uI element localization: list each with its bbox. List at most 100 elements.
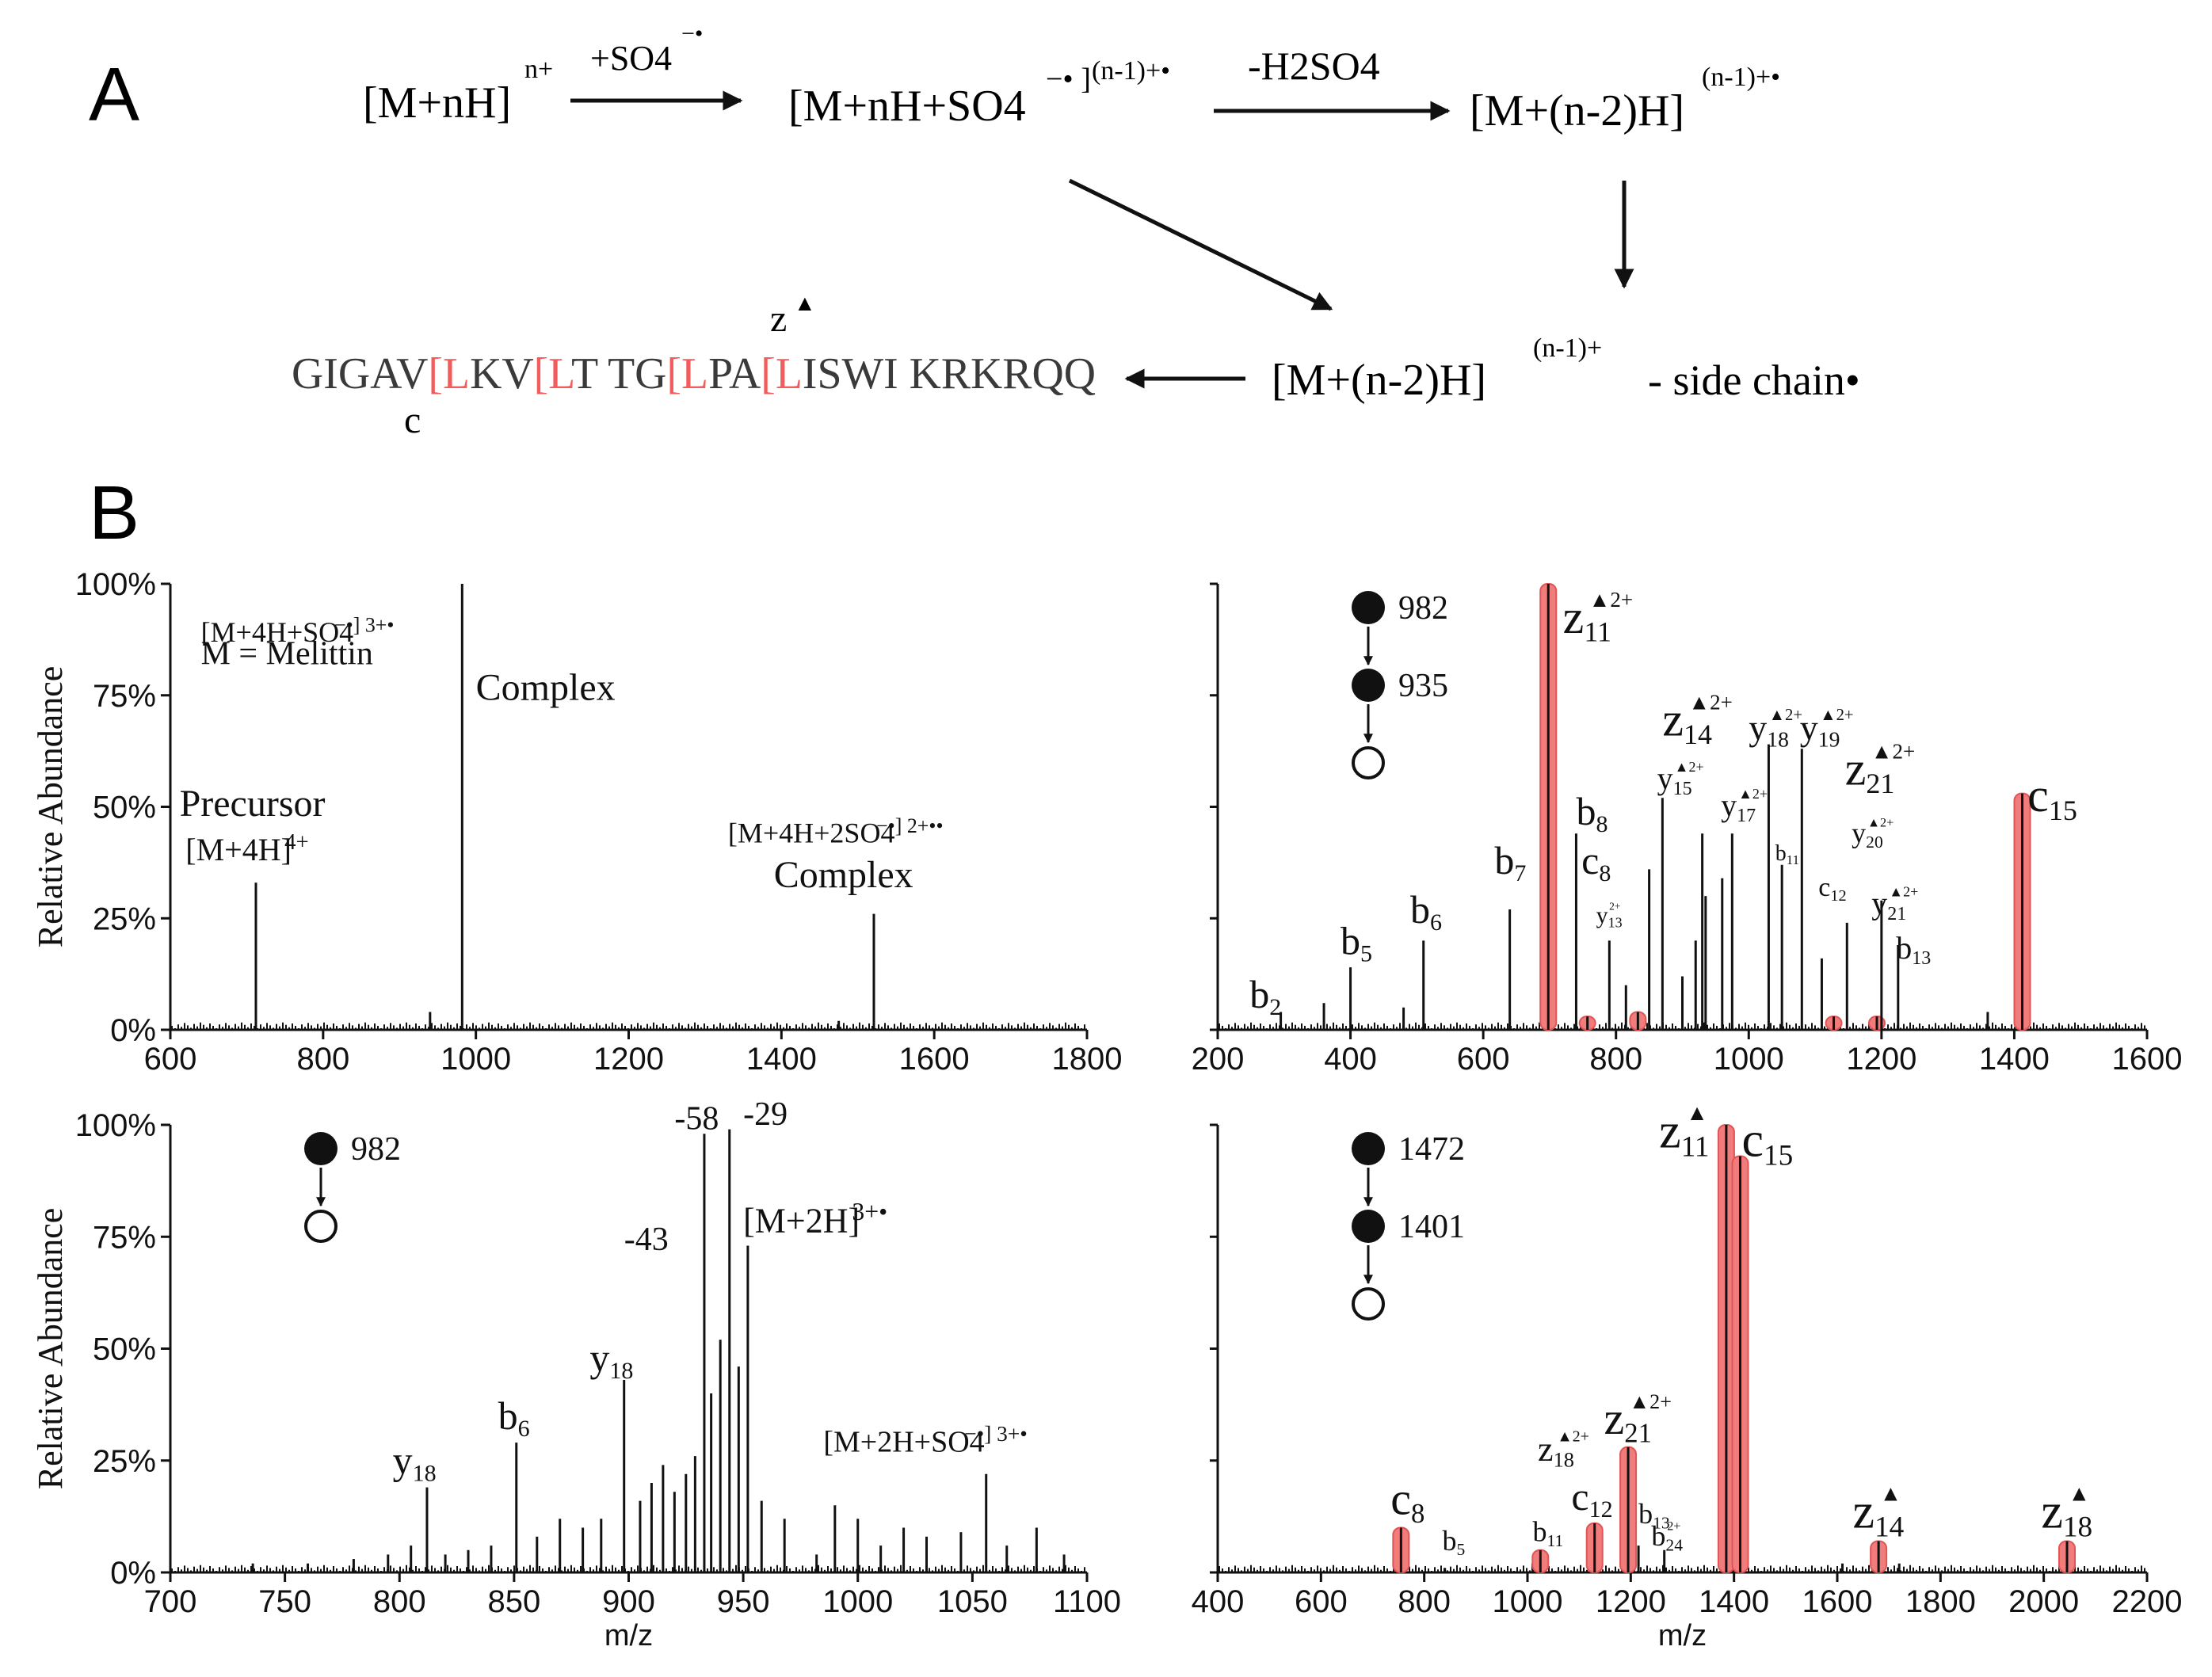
peak-annotation: c8 (1390, 1473, 1424, 1529)
sequence-segment: ISWI KRKRQQ (803, 349, 1096, 398)
ion-charge: ▲2+ (1629, 1390, 1672, 1413)
x-tick-label: 600 (1295, 1584, 1348, 1619)
ion-index: 5 (1456, 1540, 1465, 1559)
c-label: c (404, 399, 421, 441)
ion-letter: c (1390, 1473, 1411, 1525)
x-tick-label: 1200 (1846, 1042, 1916, 1077)
y-tick-label: 25% (93, 901, 156, 936)
x-tick-label: 800 (1398, 1584, 1451, 1619)
ion-index: 13 (1608, 914, 1623, 930)
open-circle-marker (1352, 746, 1385, 779)
peak-annotation: y19 (1800, 707, 1840, 751)
x-tick-label: 1400 (1699, 1584, 1769, 1619)
product-charge: (n-1)+ (1533, 333, 1602, 363)
x-tick-label: 1800 (1052, 1042, 1123, 1077)
baseline-noise (1219, 1565, 2145, 1572)
peak-annotation: b6 (498, 1393, 530, 1442)
ion-letter: z (1845, 742, 1867, 795)
peak-annotation: [M+2H+SO4 (823, 1425, 984, 1458)
sequence-segment: L (681, 349, 708, 398)
annotation-superscript: 3+• (852, 1198, 887, 1225)
baseline-noise (171, 1022, 1085, 1030)
ion-index: 24 (1665, 1536, 1683, 1555)
x-tick-label: 600 (1457, 1042, 1510, 1077)
precursor-mz-label: 1472 (1398, 1131, 1465, 1168)
ion-index: 19 (1818, 726, 1840, 751)
peak-annotation: -58 (674, 1101, 719, 1138)
ion-letter: y (1596, 902, 1608, 928)
y-tick-label: 100% (75, 1108, 156, 1143)
ion-index: 15 (2049, 795, 2077, 826)
complex-charge: (n-1)+• (1092, 56, 1170, 86)
peak-annotation: c15 (2027, 769, 2077, 826)
peak-annotation: b11 (1533, 1515, 1564, 1549)
ion-letter: y (1749, 707, 1767, 748)
peak-annotation: Precursor (180, 783, 326, 825)
ion-index: 8 (1599, 860, 1611, 886)
x-tick-label: 1200 (1596, 1584, 1666, 1619)
peak-annotation: z21 (1604, 1393, 1652, 1448)
peak-annotation: b11 (1775, 841, 1799, 867)
ion-index: 15 (1764, 1140, 1793, 1172)
ion-charge: ▲ (2069, 1481, 2091, 1506)
x-tick-label: 800 (296, 1042, 349, 1077)
x-tick-label: 1000 (440, 1042, 511, 1077)
y-tick-label: 50% (93, 791, 156, 825)
peak-annotation: c12 (1818, 873, 1846, 905)
sequence-segment: [ (428, 349, 443, 398)
peak-annotation: z21 (1845, 742, 1895, 799)
peak-annotation: b13 (1896, 930, 1931, 969)
z-mark: ▲ (794, 292, 816, 316)
ion-letter: c (1581, 838, 1599, 882)
spectrum-panel-4: 400 600 800 1000 1200 1400 1600 1800 2000 2200 m/z… (1192, 1101, 2183, 1652)
x-tick-label: 1400 (1979, 1042, 2050, 1077)
reaction-scheme: [M+nH] n+ +SO4 −• [M+nH+SO4 −• ] (n-1)+•… (292, 21, 1860, 441)
peak-annotation: b24 (1651, 1520, 1683, 1554)
peak-annotation: z11 (1659, 1104, 1709, 1163)
complex-ion: [M+nH+SO4 (788, 82, 1026, 131)
peak-annotation: z18 (2041, 1485, 2092, 1544)
peak-annotation: y15 (1657, 760, 1692, 799)
ion-index: 6 (1430, 909, 1442, 936)
ion-letter: c (1571, 1474, 1588, 1519)
ion-index: 11 (1584, 616, 1611, 648)
ion-letter: b (1442, 1525, 1456, 1557)
ion-index: 11 (1681, 1130, 1710, 1163)
peak-annotation: c8 (1581, 838, 1611, 886)
peak-annotation: b8 (1576, 789, 1608, 837)
ion-letter: c (1818, 873, 1830, 902)
peak-annotation: z11 (1563, 591, 1611, 648)
x-tick-label: 1000 (1493, 1584, 1563, 1619)
ion-letter: y (1721, 787, 1737, 823)
sequence-segment: T TG (571, 349, 666, 398)
peak-annotation: [M+4H] (185, 832, 292, 867)
ion-charge: 2+ (1609, 900, 1620, 912)
sequence-segment: PA (708, 349, 761, 398)
ion-index: 17 (1737, 806, 1756, 826)
peak-annotation: [M+2H] (743, 1202, 860, 1241)
ion-letter: y (1871, 886, 1887, 921)
ion-letter: y (1657, 760, 1673, 796)
x-tick-label: 700 (144, 1584, 197, 1619)
ion-letter: y (589, 1336, 609, 1380)
ion-letter: b (1775, 841, 1787, 866)
ion-charge: ▲2+ (1871, 739, 1915, 763)
filled-circle-marker (1352, 591, 1385, 624)
open-circle-marker (304, 1210, 338, 1243)
arrow-2-label: -H2SO4 (1248, 44, 1380, 88)
x-tick-label: 800 (373, 1584, 426, 1619)
y-tick-label: 0% (110, 1556, 156, 1591)
complex-sup: −• ] (1046, 63, 1091, 96)
ion-charge: ▲2+ (1889, 884, 1918, 900)
peak-annotation: -29 (743, 1096, 788, 1133)
spectrum-panel-3: 700 750 800 850 900 950 1000 1050 1100 0% 25% 50% 75… (31, 1096, 1121, 1652)
sequence: GIGAV[LKV[LT TG[LPA[LISWI KRKRQQ (292, 349, 1096, 398)
peak-annotation: b2 (1249, 972, 1281, 1020)
ion-letter: z (1659, 1104, 1681, 1158)
ion-charge: ▲ (1880, 1481, 1902, 1506)
peak-annotation: z14 (1853, 1485, 1905, 1544)
ion-letter: y (393, 1439, 413, 1483)
peak-annotation: [M+4H+2SO4 (728, 818, 895, 849)
sequence-segment: KV (470, 349, 534, 398)
peak-annotation: c15 (1741, 1114, 1793, 1172)
